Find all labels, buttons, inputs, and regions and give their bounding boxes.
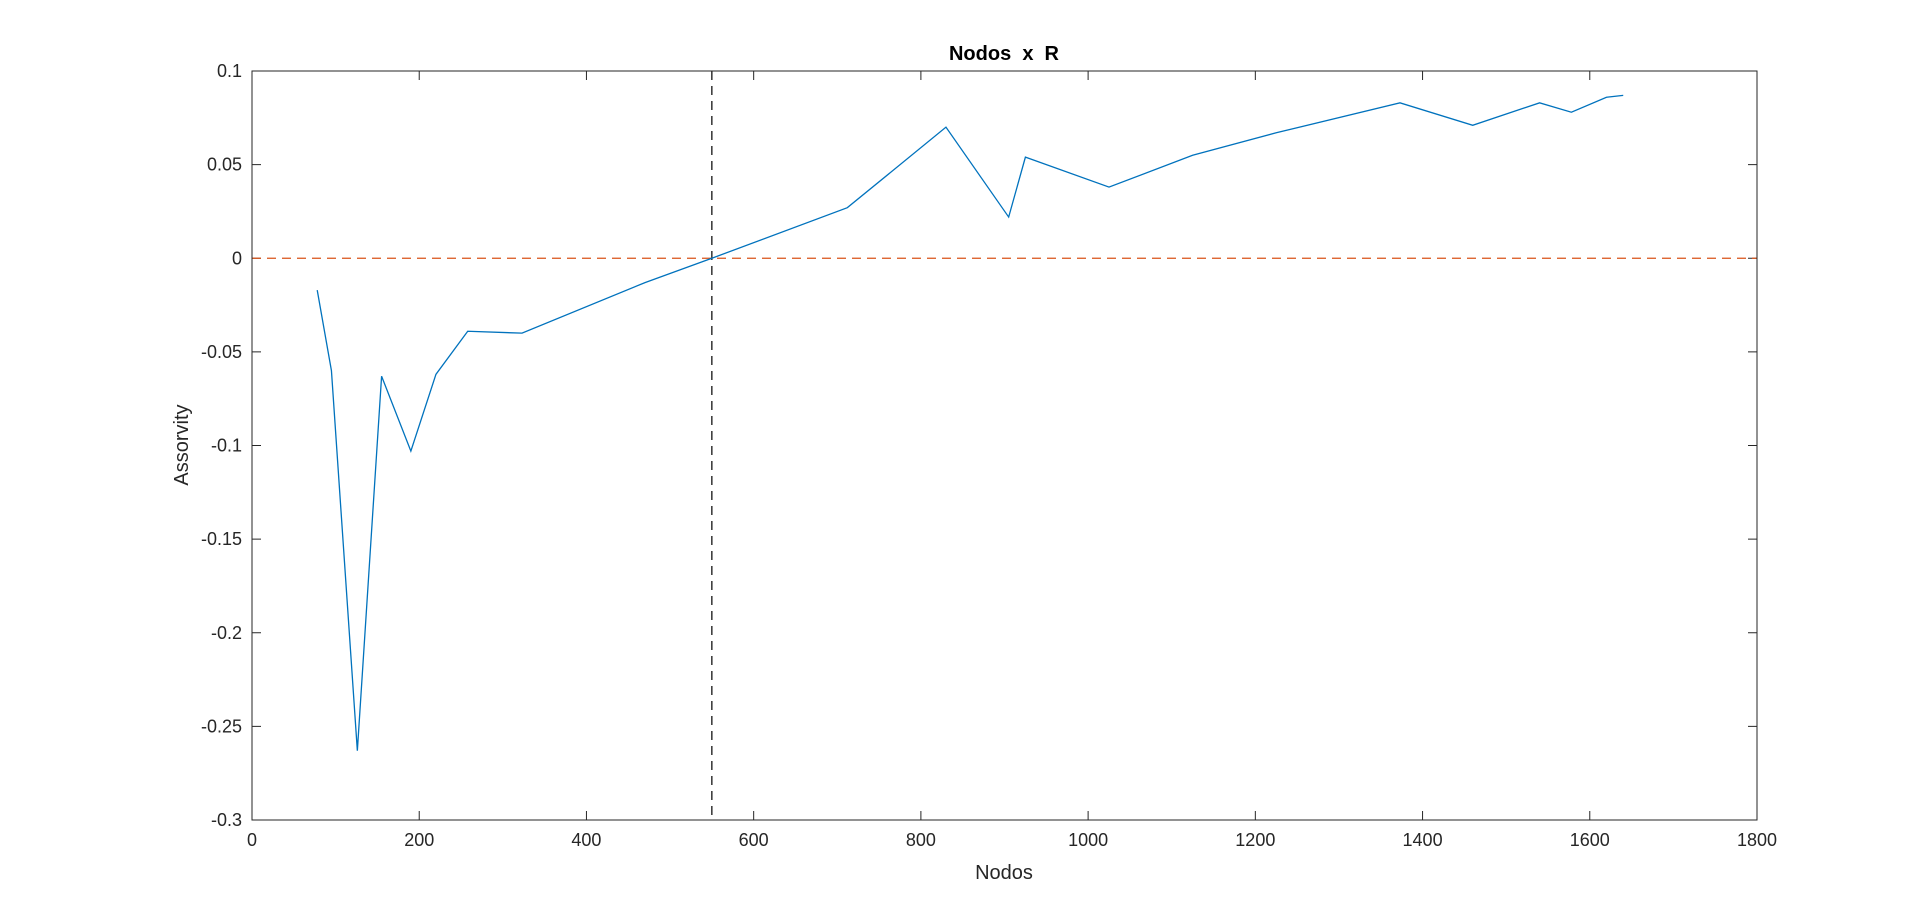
x-tick-label: 1600 [1570, 830, 1610, 850]
y-tick-label: -0.05 [201, 342, 242, 362]
x-tick-label: 1000 [1068, 830, 1108, 850]
y-tick-label: -0.15 [201, 529, 242, 549]
series-line [316, 94, 1624, 751]
x-tick-label: 200 [404, 830, 434, 850]
plot-background [252, 71, 1757, 820]
y-tick-label: 0.1 [217, 61, 242, 81]
y-axis-title: Assorvity [171, 404, 193, 485]
x-tick-label: 800 [906, 830, 936, 850]
x-tick-label: 600 [739, 830, 769, 850]
x-tick-label: 0 [247, 830, 257, 850]
chart-title: Nodos x R [949, 43, 1060, 65]
y-tick-label: -0.3 [211, 810, 242, 830]
plot-frame [251, 70, 1758, 821]
x-tick-labels: 0 200 400 600 800 1000 1200 1400 1600 1800 [247, 830, 1777, 850]
y-tick-label: 0.05 [207, 155, 242, 175]
y-tick-label: -0.1 [211, 436, 242, 456]
y-tick-label: -0.25 [201, 716, 242, 736]
x-tick-label: 1200 [1235, 830, 1275, 850]
y-tick-labels: 0.1 0.05 0 -0.05 -0.1 -0.15 -0.2 -0.25 -0.3 [201, 61, 242, 830]
reference-lines [252, 71, 1757, 820]
x-tick-label: 1800 [1737, 830, 1777, 850]
y-tick-label: 0 [232, 248, 242, 268]
series-layer [316, 94, 1624, 751]
x-axis-title: Nodos [975, 862, 1033, 884]
y-tick-label: -0.2 [211, 623, 242, 643]
x-tick-label: 400 [571, 830, 601, 850]
x-tick-label: 1400 [1403, 830, 1443, 850]
